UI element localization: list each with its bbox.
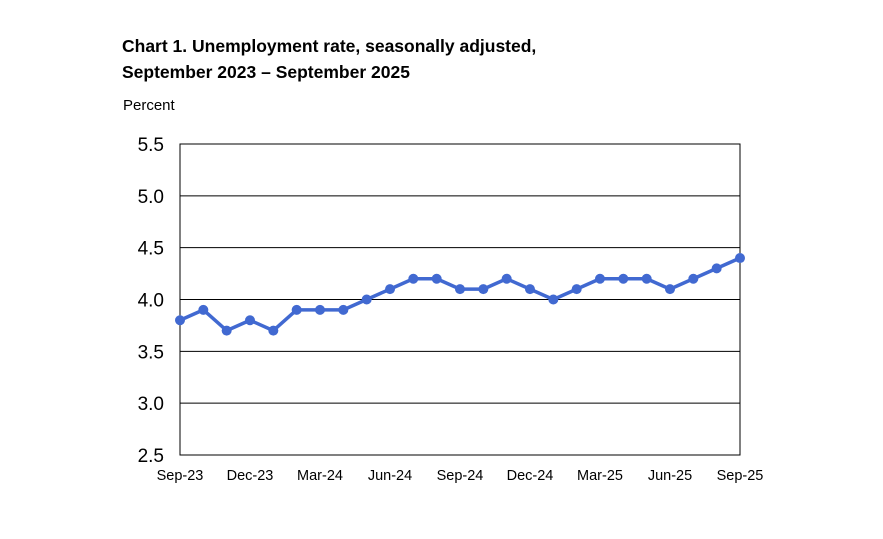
data-point [711,263,722,274]
data-point [245,315,255,326]
data-point [501,273,512,284]
data-point [478,284,489,295]
y-axis-unit-label: Percent [123,97,175,114]
data-point [338,304,349,315]
chart-title: Chart 1. Unemployment rate, seasonally a… [122,36,537,56]
data-point [361,294,372,305]
x-tick-label: Sep-23 [157,468,204,484]
y-tick-label: 5.5 [138,135,164,156]
data-point [291,304,302,315]
data-point [735,253,745,264]
x-tick-label: Dec-24 [507,468,554,484]
data-point [408,273,419,284]
x-tick-label: Jun-25 [648,468,692,484]
data-point [525,284,535,295]
data-point [618,273,629,284]
y-tick-label: 4.0 [138,291,164,312]
x-tick-label: Jun-24 [368,468,412,484]
y-tick-label: 2.5 [138,446,164,467]
x-tick-label: Mar-24 [297,468,343,484]
data-point [431,273,442,284]
data-point [221,325,232,336]
y-tick-label: 4.5 [138,239,164,260]
data-point [385,284,395,295]
data-point [595,273,605,284]
chart-subtitle: September 2023 – September 2025 [122,62,410,82]
series-line [178,256,742,333]
x-tick-label: Sep-25 [717,468,764,484]
y-tick-label: 3.0 [138,394,164,415]
x-tick-label: Sep-24 [437,468,484,484]
data-point [268,325,279,336]
data-point [548,294,559,305]
x-tick-label: Mar-25 [577,468,623,484]
data-point [688,273,699,284]
data-point [571,284,582,295]
data-point [641,273,652,284]
data-point [175,315,185,326]
plot-frame [179,143,741,456]
data-point [455,284,465,295]
y-tick-label: 5.0 [138,187,164,208]
data-point [315,304,325,315]
data-point [665,284,675,295]
data-point [198,304,209,315]
x-tick-label: Dec-23 [227,468,274,484]
y-tick-label: 3.5 [138,342,164,363]
